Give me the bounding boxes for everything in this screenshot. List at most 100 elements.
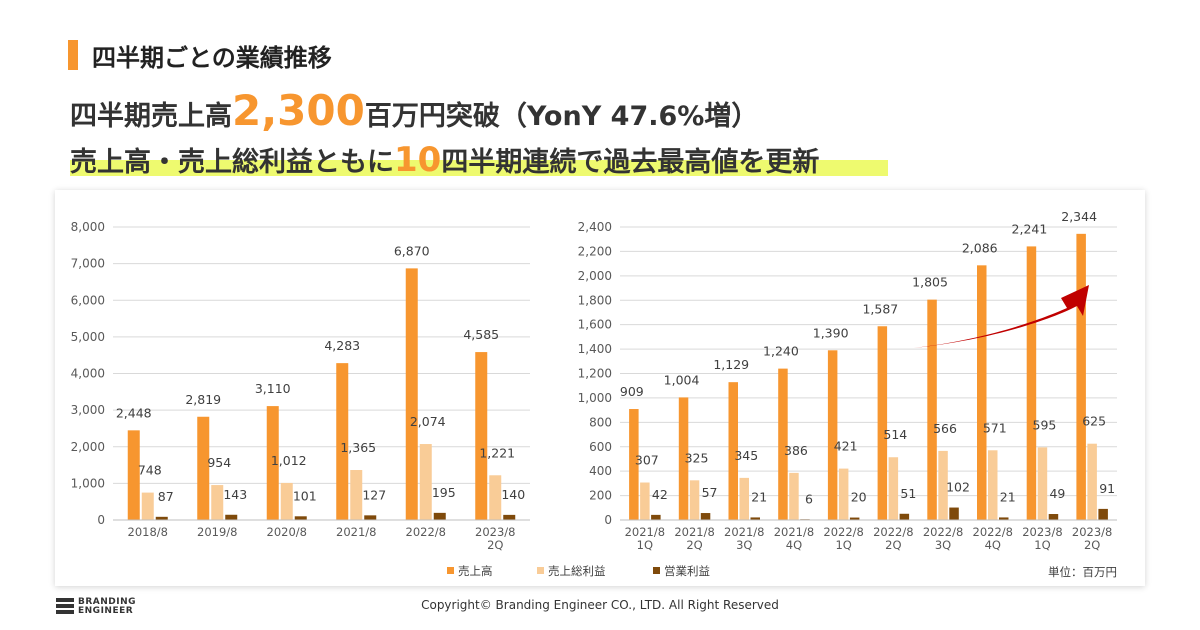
- data-label-sales: 2,448: [116, 405, 152, 420]
- bar-operating-profit: [999, 517, 1009, 520]
- unit-note: 単位：百万円: [1048, 565, 1117, 579]
- x-tick-label: 4Q: [985, 538, 1001, 552]
- y-tick-label: 1,200: [578, 367, 612, 381]
- bar-gross-profit: [350, 470, 363, 520]
- title-accent-bar: [68, 40, 78, 70]
- x-tick-label: 4Q: [786, 538, 802, 552]
- x-tick-label: 2022/8: [823, 525, 863, 539]
- x-tick-label: 2021/8: [724, 525, 764, 539]
- bar-sales: [678, 397, 689, 520]
- bar-gross-profit: [211, 485, 224, 520]
- bar-operating-profit: [155, 516, 168, 520]
- data-label-sales: 2,086: [962, 240, 998, 255]
- data-label-operating-profit: 140: [501, 487, 525, 502]
- data-label-operating-profit: 42: [652, 487, 668, 502]
- data-label-gross-profit: 1,365: [340, 440, 376, 455]
- x-tick-label: 2022/8: [406, 525, 446, 539]
- bar-gross-profit: [789, 472, 799, 520]
- x-tick-label: 2022/8: [923, 525, 963, 539]
- bar-gross-profit: [689, 480, 700, 520]
- data-label-operating-profit: 20: [851, 490, 867, 505]
- y-tick-label: 7,000: [71, 257, 105, 271]
- bar-sales: [475, 352, 488, 520]
- bar-operating-profit: [433, 512, 446, 520]
- x-tick-label: 1Q: [637, 538, 653, 552]
- data-label-gross-profit: 386: [784, 443, 808, 458]
- data-label-gross-profit: 566: [933, 421, 957, 436]
- data-label-operating-profit: 101: [293, 488, 317, 503]
- legend-label: 売上高: [458, 564, 493, 578]
- data-label-operating-profit: 6: [805, 491, 813, 506]
- y-tick-label: 0: [604, 513, 612, 527]
- bar-gross-profit: [938, 450, 948, 520]
- data-label-gross-profit: 954: [207, 455, 231, 470]
- bar-sales: [778, 368, 788, 520]
- chart-panel: 0 1,000 2,000 3,000 4,000 5,000 6,000 7,000 8,00…: [55, 190, 1145, 586]
- data-label-operating-profit: 91: [1099, 481, 1115, 496]
- data-label-operating-profit: 49: [1049, 486, 1065, 501]
- y-tick-label: 8,000: [71, 220, 105, 234]
- x-tick-label: 2019/8: [197, 525, 237, 539]
- bar-operating-profit: [651, 514, 661, 520]
- data-label-sales: 6,870: [394, 243, 430, 258]
- headline2-number: 10: [394, 140, 442, 180]
- x-tick-label: 2Q: [487, 538, 503, 552]
- bar-sales: [336, 363, 349, 520]
- bar-operating-profit: [700, 513, 711, 520]
- data-label-sales: 909: [620, 384, 644, 399]
- bar-gross-profit: [1037, 447, 1048, 520]
- x-tick-label: 3Q: [935, 538, 951, 552]
- data-label-sales: 2,819: [185, 392, 221, 407]
- data-label-operating-profit: 87: [158, 489, 174, 504]
- data-label-operating-profit: 21: [751, 489, 767, 504]
- logo-mark-icon: [56, 598, 74, 614]
- headline-record: 売上高・売上総利益ともに10四半期連続で過去最高値を更新: [70, 140, 819, 180]
- bar-operating-profit: [750, 517, 760, 520]
- headline1-number: 2,300: [232, 86, 365, 135]
- bar-sales: [405, 268, 418, 520]
- highlight-marker: [70, 160, 888, 176]
- y-tick-label: 800: [589, 415, 612, 429]
- y-tick-label: 400: [589, 464, 612, 478]
- bar-operating-profit: [949, 507, 959, 520]
- data-label-sales: 1,587: [862, 301, 898, 316]
- headline2-suffix: 四半期連続で過去最高値を更新: [441, 147, 820, 178]
- bar-sales: [728, 382, 738, 520]
- x-tick-label: 2020/8: [267, 525, 307, 539]
- data-label-sales: 4,283: [324, 338, 360, 353]
- legend-label: 売上総利益: [548, 564, 606, 578]
- x-tick-label: 3Q: [736, 538, 752, 552]
- data-label-gross-profit: 2,074: [410, 414, 446, 429]
- data-label-sales: 4,585: [463, 327, 499, 342]
- y-tick-label: 1,800: [578, 293, 612, 307]
- data-label-sales: 1,004: [664, 372, 700, 387]
- bar-gross-profit: [739, 477, 749, 520]
- bar-gross-profit: [640, 482, 650, 520]
- x-tick-label: 2021/8: [674, 525, 714, 539]
- bar-sales: [127, 430, 140, 520]
- data-label-gross-profit: 325: [685, 450, 709, 465]
- x-tick-label: 2023/8: [475, 525, 515, 539]
- legend-swatch: [653, 567, 660, 574]
- data-label-gross-profit: 595: [1033, 417, 1057, 432]
- bar-operating-profit: [849, 517, 860, 520]
- y-tick-label: 3,000: [71, 403, 105, 417]
- headline1-suffix: 百万円突破（YonY 47.6%増）: [364, 101, 759, 132]
- logo-line2: ENGINEER: [78, 606, 134, 616]
- y-tick-label: 4,000: [71, 367, 105, 381]
- y-tick-label: 1,000: [578, 391, 612, 405]
- bar-sales: [1026, 246, 1037, 520]
- data-label-gross-profit: 307: [635, 453, 659, 468]
- bar-sales: [1076, 233, 1086, 520]
- bar-operating-profit: [503, 514, 516, 520]
- bar-gross-profit: [141, 492, 154, 520]
- bar-sales: [197, 416, 210, 520]
- data-label-gross-profit: 1,012: [271, 453, 307, 468]
- data-label-sales: 2,344: [1061, 209, 1097, 224]
- y-tick-label: 6,000: [71, 293, 105, 307]
- x-tick-label: 2022/8: [873, 525, 913, 539]
- bar-sales: [827, 350, 838, 520]
- x-tick-label: 2018/8: [128, 525, 168, 539]
- bar-operating-profit: [899, 513, 910, 520]
- y-tick-label: 1,000: [71, 476, 105, 490]
